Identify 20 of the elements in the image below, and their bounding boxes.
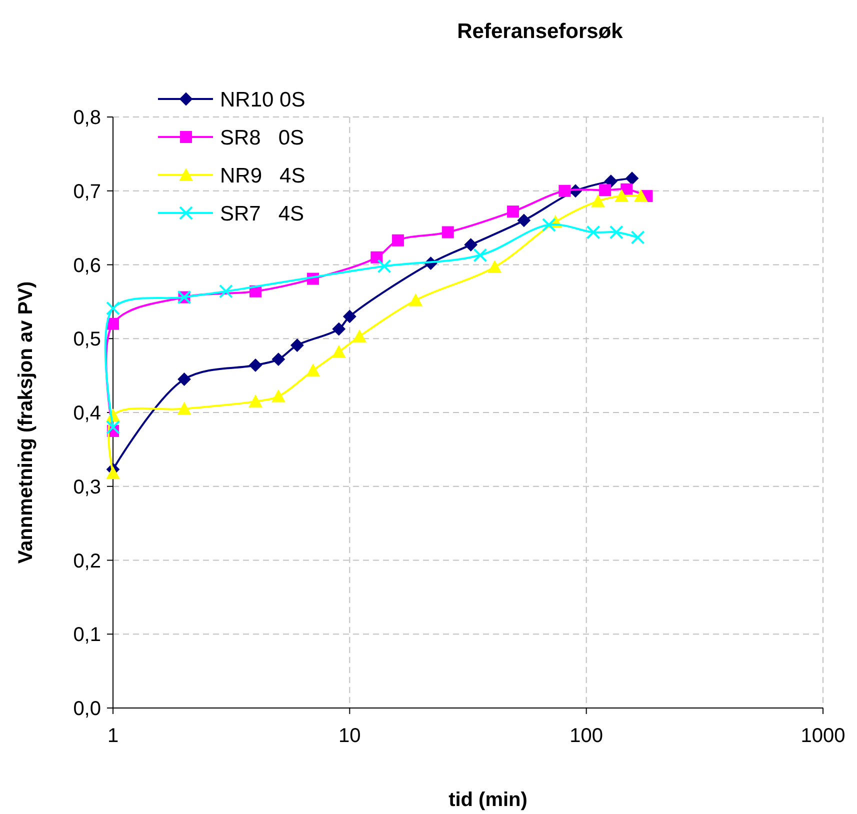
y-axis-title: Vannmetning (fraksjon av PV) (15, 281, 37, 564)
y-tick-label: 0,2 (73, 550, 101, 572)
y-tick-label: 0,8 (73, 107, 101, 129)
y-tick-label: 0,1 (73, 624, 101, 646)
x-tick-label: 100 (570, 725, 604, 747)
y-tick-label: 0,6 (73, 254, 101, 277)
y-tick-label: 0,7 (73, 180, 101, 203)
legend-label: NR10 0S (220, 88, 306, 112)
y-tick-label: 0,3 (73, 476, 101, 498)
x-tick-label: 1 (107, 725, 119, 747)
y-tick-label: 0,5 (73, 328, 101, 351)
legend-label: SR7 4S (220, 202, 304, 226)
y-tick-label: 0,0 (73, 698, 101, 720)
x-tick-label: 1000 (800, 725, 846, 747)
chart-title: Referanseforsøk (457, 20, 624, 43)
y-tick-label: 0,4 (73, 402, 101, 424)
legend-label: SR8 0S (220, 126, 304, 150)
legend-label: NR9 4S (220, 164, 306, 188)
x-tick-label: 10 (338, 725, 361, 747)
x-axis-title: tid (min) (448, 789, 528, 811)
